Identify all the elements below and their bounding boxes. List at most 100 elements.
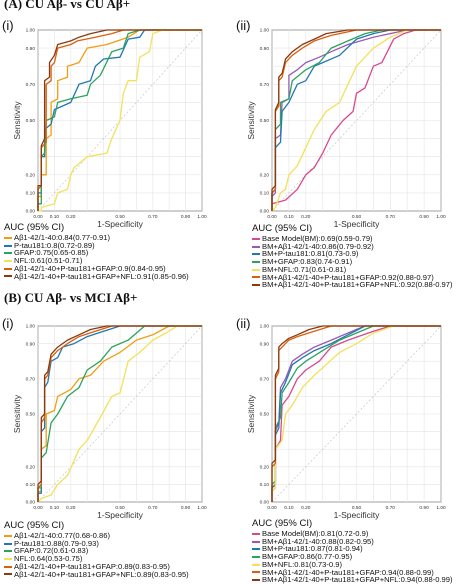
- legend-label: BM+GFAP:0.83(0.74-0.91): [262, 257, 353, 267]
- legend-entry: GFAP:0.75(0.65-0.85): [4, 249, 189, 257]
- legend-b-ii: AUC (95% CI) Base Model(BM):0.81(0.72-0.…: [252, 518, 453, 584]
- x-axis-label: 1-Specificity: [97, 219, 144, 229]
- legend-entry: Aβ1-42/1-40+P-tau181+GFAP+NFL:0.89(0.83-…: [4, 569, 189, 579]
- y-tick-label: 0.70: [26, 82, 36, 88]
- legend-b-i: AUC (95% CI) Aβ1-42/1-40:0.77(0.68-0.86)…: [4, 520, 189, 578]
- x-tick-label: 0.90: [181, 505, 191, 511]
- legend-label: BM+P-tau181:0.81(0.73-0.9): [262, 249, 359, 259]
- y-tick-label: 0.00: [260, 209, 270, 215]
- legend-swatch: [252, 268, 260, 271]
- x-tick-label: 0.00: [33, 214, 43, 220]
- legend-label: BM+GFAP:0.86(0.77-0.95): [262, 552, 353, 562]
- legend-label: BM+NFL:0.71(0.61-0.81): [262, 264, 347, 274]
- legend-swatch: [252, 571, 260, 574]
- y-tick-label: 0.10: [26, 482, 36, 488]
- y-tick-label: 0.00: [26, 500, 36, 506]
- x-tick-label: 0.50: [352, 214, 362, 220]
- x-tick-label: 0.20: [66, 214, 76, 220]
- legend-swatch: [4, 557, 12, 560]
- legend-label: Aβ1-42/1-40:0.84(0.77-0.91): [14, 233, 110, 242]
- legend-entry: BM+Aβ1-42/1-40+P-tau181+GFAP:0.94(0.88-0…: [252, 567, 453, 577]
- roc-chart-a-ii: 0.00 0.10 0.20 0.50 0.70 0.90 1.00 0.00 0.10 0.20…: [246, 28, 446, 229]
- legend-label: Aβ1-42/1-40:0.77(0.68-0.86): [14, 531, 110, 540]
- roc-curve: [271, 29, 441, 211]
- legend-label: BM+Aβ1-42/1-40+P-tau181+GFAP+NFL:0.94(0.…: [262, 575, 453, 584]
- y-tick-label: 1.00: [26, 324, 36, 330]
- legend-entry: NFL:0.61(0.51-0.71): [4, 257, 189, 265]
- legend-swatch: [252, 579, 260, 582]
- legend-label: Aβ1-42/1-40+P-tau181+GFAP:0.89(0.83-0.95…: [14, 561, 170, 571]
- section-title-b: (B) CU Aβ- vs MCI Aβ+: [4, 290, 138, 305]
- roc-curve: [37, 29, 202, 211]
- x-axis-label: 1-Specificity: [334, 219, 381, 229]
- legend-label: NFL:0.64(0.53-0.75): [14, 554, 83, 564]
- x-tick-label: 0.70: [148, 214, 158, 220]
- legend-swatch: [252, 284, 260, 287]
- legend-label: BM+P-tau181:0.87(0.81-0.94): [262, 544, 363, 554]
- legend-label: BM+Aβ1-42/1-40:0.86(0.79-0.92): [262, 241, 374, 251]
- y-tick-label: 0.90: [26, 46, 36, 52]
- roc-curve: [38, 29, 202, 212]
- gridlines: [271, 29, 442, 212]
- chance-diagonal: [37, 29, 203, 212]
- x-tick-label: 0.70: [386, 505, 396, 511]
- legend-entry: Base Model(BM):0.81(0.72-0.9): [252, 530, 453, 538]
- legend-entry: BM+Aβ1-42/1-40+P-tau181+GFAP+NFL:0.94(0.…: [252, 576, 453, 584]
- y-tick-label: 0.90: [260, 341, 270, 347]
- legend-swatch: [252, 563, 260, 566]
- legend-swatch: [252, 532, 260, 535]
- x-tick-label: 0.10: [284, 214, 294, 220]
- legend-swatch: [252, 555, 260, 558]
- legend-entry: Aβ1-42/1-40+P-tau181+GFAP:0.89(0.83-0.95…: [4, 563, 189, 571]
- legend-entry: BM+P-tau181:0.87(0.81-0.94): [252, 545, 453, 553]
- legend-label: BM+NFL:0.81(0.73-0.9): [262, 559, 342, 569]
- legend-entry: Base Model(BM):0.69(0.59-0.79): [252, 235, 453, 243]
- roc-chart-a-i: 0.00 0.10 0.20 0.50 0.70 0.90 1.00 0.00 0.10 0.20…: [12, 28, 207, 229]
- legend-entry: P-tau181:0.88(0.79-0.93): [4, 538, 189, 548]
- legend-label: BM+Aβ1-42/1-40+P-tau181+GFAP:0.94(0.88-0…: [262, 567, 434, 577]
- gridlines: [37, 29, 203, 212]
- legend-swatch: [4, 550, 12, 553]
- x-tick-label: 0.10: [50, 214, 60, 220]
- legend-title: AUC (95% CI): [252, 223, 313, 234]
- y-tick-label: 0.50: [26, 118, 36, 124]
- legend-entry: NFL:0.64(0.53-0.75): [4, 555, 189, 563]
- legend-swatch: [252, 548, 260, 551]
- legend-entry: BM+GFAP:0.86(0.77-0.95): [252, 553, 453, 561]
- panel-label-b-ii: (ii): [236, 316, 251, 331]
- legend-entry: Aβ1-42/1-40:0.84(0.77-0.91): [4, 234, 189, 242]
- legend-entry: BM+Aβ1-42/1-40:0.88(0.82-0.95): [252, 536, 453, 546]
- legend-swatch: [4, 259, 12, 262]
- y-tick-label: 0.70: [260, 82, 270, 88]
- legend-title: AUC (95% CI): [4, 520, 65, 531]
- x-tick-label: 0.50: [115, 505, 125, 511]
- legend-a-i: AUC (95% CI) Aβ1-42/1-40:0.84(0.77-0.91)…: [4, 222, 189, 280]
- x-tick-label: 0.90: [181, 214, 191, 220]
- x-tick-label: 0.00: [267, 505, 277, 511]
- legend-label: BM+Aβ1-42/1-40+P-tau181+GFAP:0.92(0.88-0…: [262, 272, 434, 282]
- roc-curve: [271, 29, 441, 211]
- x-tick-label: 0.90: [419, 214, 429, 220]
- y-tick-label: 0.90: [26, 341, 36, 347]
- legend-swatch: [4, 236, 12, 239]
- chance-diagonal: [37, 325, 203, 503]
- legend-swatch: [4, 534, 12, 537]
- legend-entry: BM+NFL:0.81(0.73-0.9): [252, 561, 453, 569]
- legend-label: Base Model(BM):0.81(0.72-0.9): [262, 529, 369, 538]
- legend-label: P-tau181:0.88(0.79-0.93): [14, 538, 99, 548]
- y-tick-label: 1.00: [26, 28, 36, 34]
- legend-swatch: [252, 260, 260, 263]
- x-tick-label: 0.70: [148, 505, 158, 511]
- roc-curve: [271, 325, 441, 502]
- y-tick-label: 0.50: [26, 412, 36, 418]
- legend-label: Aβ1-42/1-40+P-tau181+GFAP+NFL:0.89(0.83-…: [14, 569, 189, 579]
- y-tick-label: 0.50: [260, 118, 270, 124]
- legend-label: BM+Aβ1-42/1-40:0.88(0.82-0.95): [262, 536, 374, 546]
- y-tick-label: 0.20: [26, 465, 36, 471]
- roc-curve: [271, 29, 441, 212]
- legend-entry: BM+Aβ1-42/1-40:0.86(0.79-0.92): [252, 241, 453, 251]
- legend-entry: BM+Aβ1-42/1-40+P-tau181+GFAP+NFL:0.92(0.…: [252, 281, 453, 289]
- y-tick-label: 0.50: [260, 412, 270, 418]
- legend-label: GFAP:0.75(0.65-0.85): [14, 248, 89, 258]
- legend-entry: GFAP:0.72(0.61-0.83): [4, 547, 189, 555]
